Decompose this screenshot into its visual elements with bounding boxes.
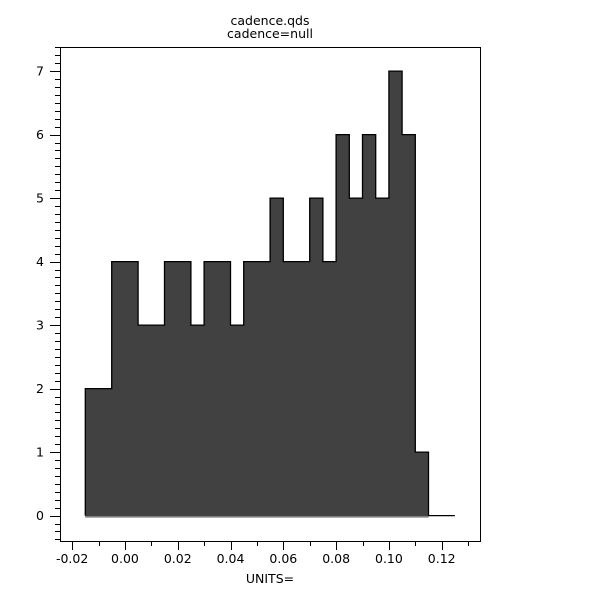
x-tick-label: 0.02 [164, 551, 192, 566]
x-tick-label: 0.06 [269, 551, 297, 566]
chart-title: cadence.qds cadence=null [60, 13, 480, 41]
x-tick-label: 0.08 [322, 551, 350, 566]
y-tick-label: 6 [36, 127, 44, 142]
y-tick-label: 3 [36, 317, 44, 332]
y-tick-label: 5 [36, 190, 44, 205]
histogram-fill [85, 71, 429, 518]
x-tick-label: 0.00 [111, 551, 139, 566]
y-tick-label: 0 [36, 508, 44, 523]
chart-title-line2: cadence=null [227, 25, 313, 41]
y-tick-label: 1 [36, 444, 44, 459]
plot-border [60, 47, 481, 542]
x-tick-label: 0.04 [217, 551, 245, 566]
x-tick-label: -0.02 [56, 551, 88, 566]
y-tick-label: 7 [36, 63, 44, 78]
x-tick-label: 0.12 [428, 551, 456, 566]
y-tick-label: 2 [36, 381, 44, 396]
histogram-outline [84, 70, 455, 517]
chart-title-line1: cadence.qds [230, 13, 310, 28]
y-tick-label: 4 [36, 254, 44, 269]
x-axis-label: UNITS= [245, 571, 295, 586]
x-tick-label: 0.10 [375, 551, 403, 566]
